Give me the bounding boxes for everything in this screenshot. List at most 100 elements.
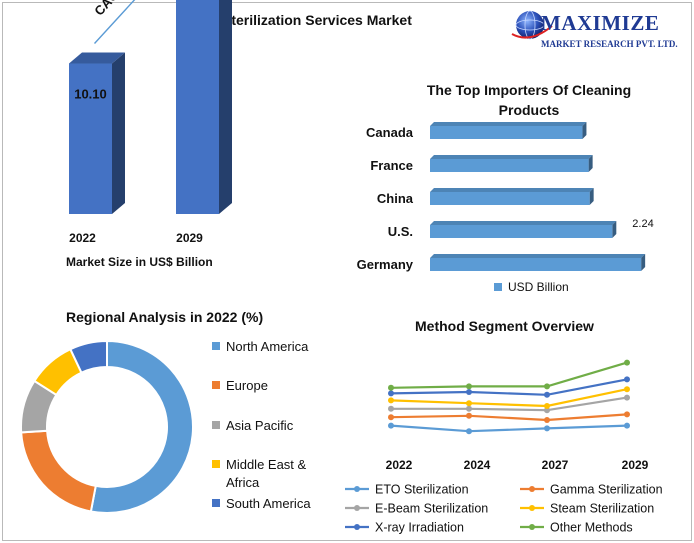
line-point (624, 411, 630, 418)
regional-legend-label: South America (226, 495, 311, 513)
line-point (544, 383, 550, 390)
regional-legend-item: Middle East & Africa (212, 456, 306, 492)
donut-slice-north-america (89, 339, 194, 514)
line-point (466, 400, 472, 407)
regional-legend-swatch (212, 460, 220, 468)
method-legend-marker (529, 524, 535, 530)
line-point (388, 397, 394, 404)
importers-bar-France (430, 159, 589, 172)
method-legend-label: ETO Sterilization (375, 483, 469, 497)
importers-category-label: China (377, 191, 414, 206)
method-legend-label: Gamma Sterilization (550, 483, 663, 497)
regional-legend-label: Asia Pacific (226, 417, 293, 435)
line-point (544, 407, 550, 414)
line-point (466, 383, 472, 390)
importers-bar-side-France (588, 155, 593, 172)
line-x-tick-label: 2027 (542, 458, 569, 472)
regional-legend-label: Europe (226, 377, 268, 395)
importers-legend-swatch (494, 283, 502, 291)
line-point (388, 414, 394, 421)
line-point (466, 428, 472, 435)
line-point (466, 389, 472, 395)
method-legend-label: Other Methods (550, 521, 633, 535)
line-point (466, 412, 472, 419)
regional-legend-swatch (212, 499, 220, 507)
importers-legend-label: USD Billion (508, 280, 569, 294)
regional-legend-item: Asia Pacific (212, 417, 293, 435)
regional-legend-swatch (212, 381, 220, 389)
line-series-steam-sterilization (390, 388, 628, 408)
importers-category-label: U.S. (388, 224, 413, 239)
method-legend-marker (354, 524, 360, 530)
importers-bar-side-Canada (582, 122, 587, 139)
regional-legend-label-line: North America (226, 339, 309, 354)
method-legend-label: E-Beam Sterilization (375, 502, 488, 516)
market-bar-value-label: 10.10 (74, 87, 107, 102)
market-bar-side-2022 (112, 52, 125, 215)
market-chart-title: Sterilization Services Market (222, 12, 412, 28)
line-series-x-ray-irradiation (390, 378, 628, 396)
regional-legend-label-line: Middle East & (226, 457, 307, 472)
regional-legend-item: North America (212, 338, 308, 356)
importers-bar-U.S. (430, 225, 613, 238)
line-series-eto-sterilization (390, 424, 628, 433)
logo-subtitle: MARKET RESEARCH PVT. LTD. (541, 39, 678, 49)
method-legend-marker (354, 486, 360, 492)
method-legend-marker (529, 486, 535, 492)
importers-title-line-1: The Top Importers Of Cleaning Products (426, 82, 632, 118)
regional-legend-item: Europe (212, 377, 268, 395)
importers-category-label: Canada (366, 125, 414, 140)
line-point (624, 422, 630, 429)
importers-bar-Germany (430, 258, 642, 271)
line-x-tick-label: 2022 (386, 458, 413, 472)
importers-category-label: Germany (357, 257, 414, 272)
regional-legend-label: Middle East & Africa (226, 456, 306, 492)
importers-bar-side-U.S. (612, 221, 617, 238)
market-category-label: 2029 (176, 231, 203, 245)
line-series-e-beam-sterilization (391, 396, 628, 412)
line-series-other-methods (390, 361, 628, 389)
importers-bar-top-Canada (430, 122, 587, 126)
globe-icon (511, 10, 553, 40)
line-point (624, 376, 630, 383)
regional-legend-label-line: Europe (226, 378, 268, 393)
importers-bar-side-Germany (641, 254, 646, 271)
line-point (544, 403, 550, 409)
line-x-tick-label: 2024 (464, 458, 491, 472)
importers-bar-top-U.S. (430, 221, 617, 225)
method-legend-marker (529, 505, 535, 511)
regional-legend-swatch (212, 342, 220, 350)
line-point (624, 386, 630, 393)
importers-bar-Canada (430, 126, 583, 139)
market-bar-2029 (176, 0, 219, 215)
regional-legend-label-line: Africa (226, 475, 260, 490)
importers-bar-China (430, 192, 590, 205)
line-point (544, 425, 550, 432)
regional-legend-label-line: South America (226, 496, 311, 511)
importers-bar-top-Germany (430, 254, 646, 258)
line-point (624, 394, 630, 401)
line-point (544, 417, 550, 423)
line-x-tick-label: 2029 (622, 458, 649, 472)
importers-legend: USD Billion (494, 280, 569, 294)
method-legend-label: Steam Sterilization (550, 502, 654, 516)
regional-legend-label: North America (226, 338, 308, 356)
importers-bar-side-China (589, 188, 594, 205)
logo-name: MAXIMIZE (541, 11, 660, 35)
line-point (388, 405, 394, 412)
method-chart-title: Method Segment Overview (415, 318, 594, 334)
line-point (388, 422, 394, 429)
line-point (388, 390, 394, 397)
line-point (544, 391, 550, 398)
line-series-gamma-sterilization (390, 413, 628, 422)
market-bar-top-2022 (69, 52, 125, 64)
line-point (624, 359, 630, 366)
importers-bar-top-France (430, 155, 593, 159)
regional-legend-item: South America (212, 495, 311, 513)
